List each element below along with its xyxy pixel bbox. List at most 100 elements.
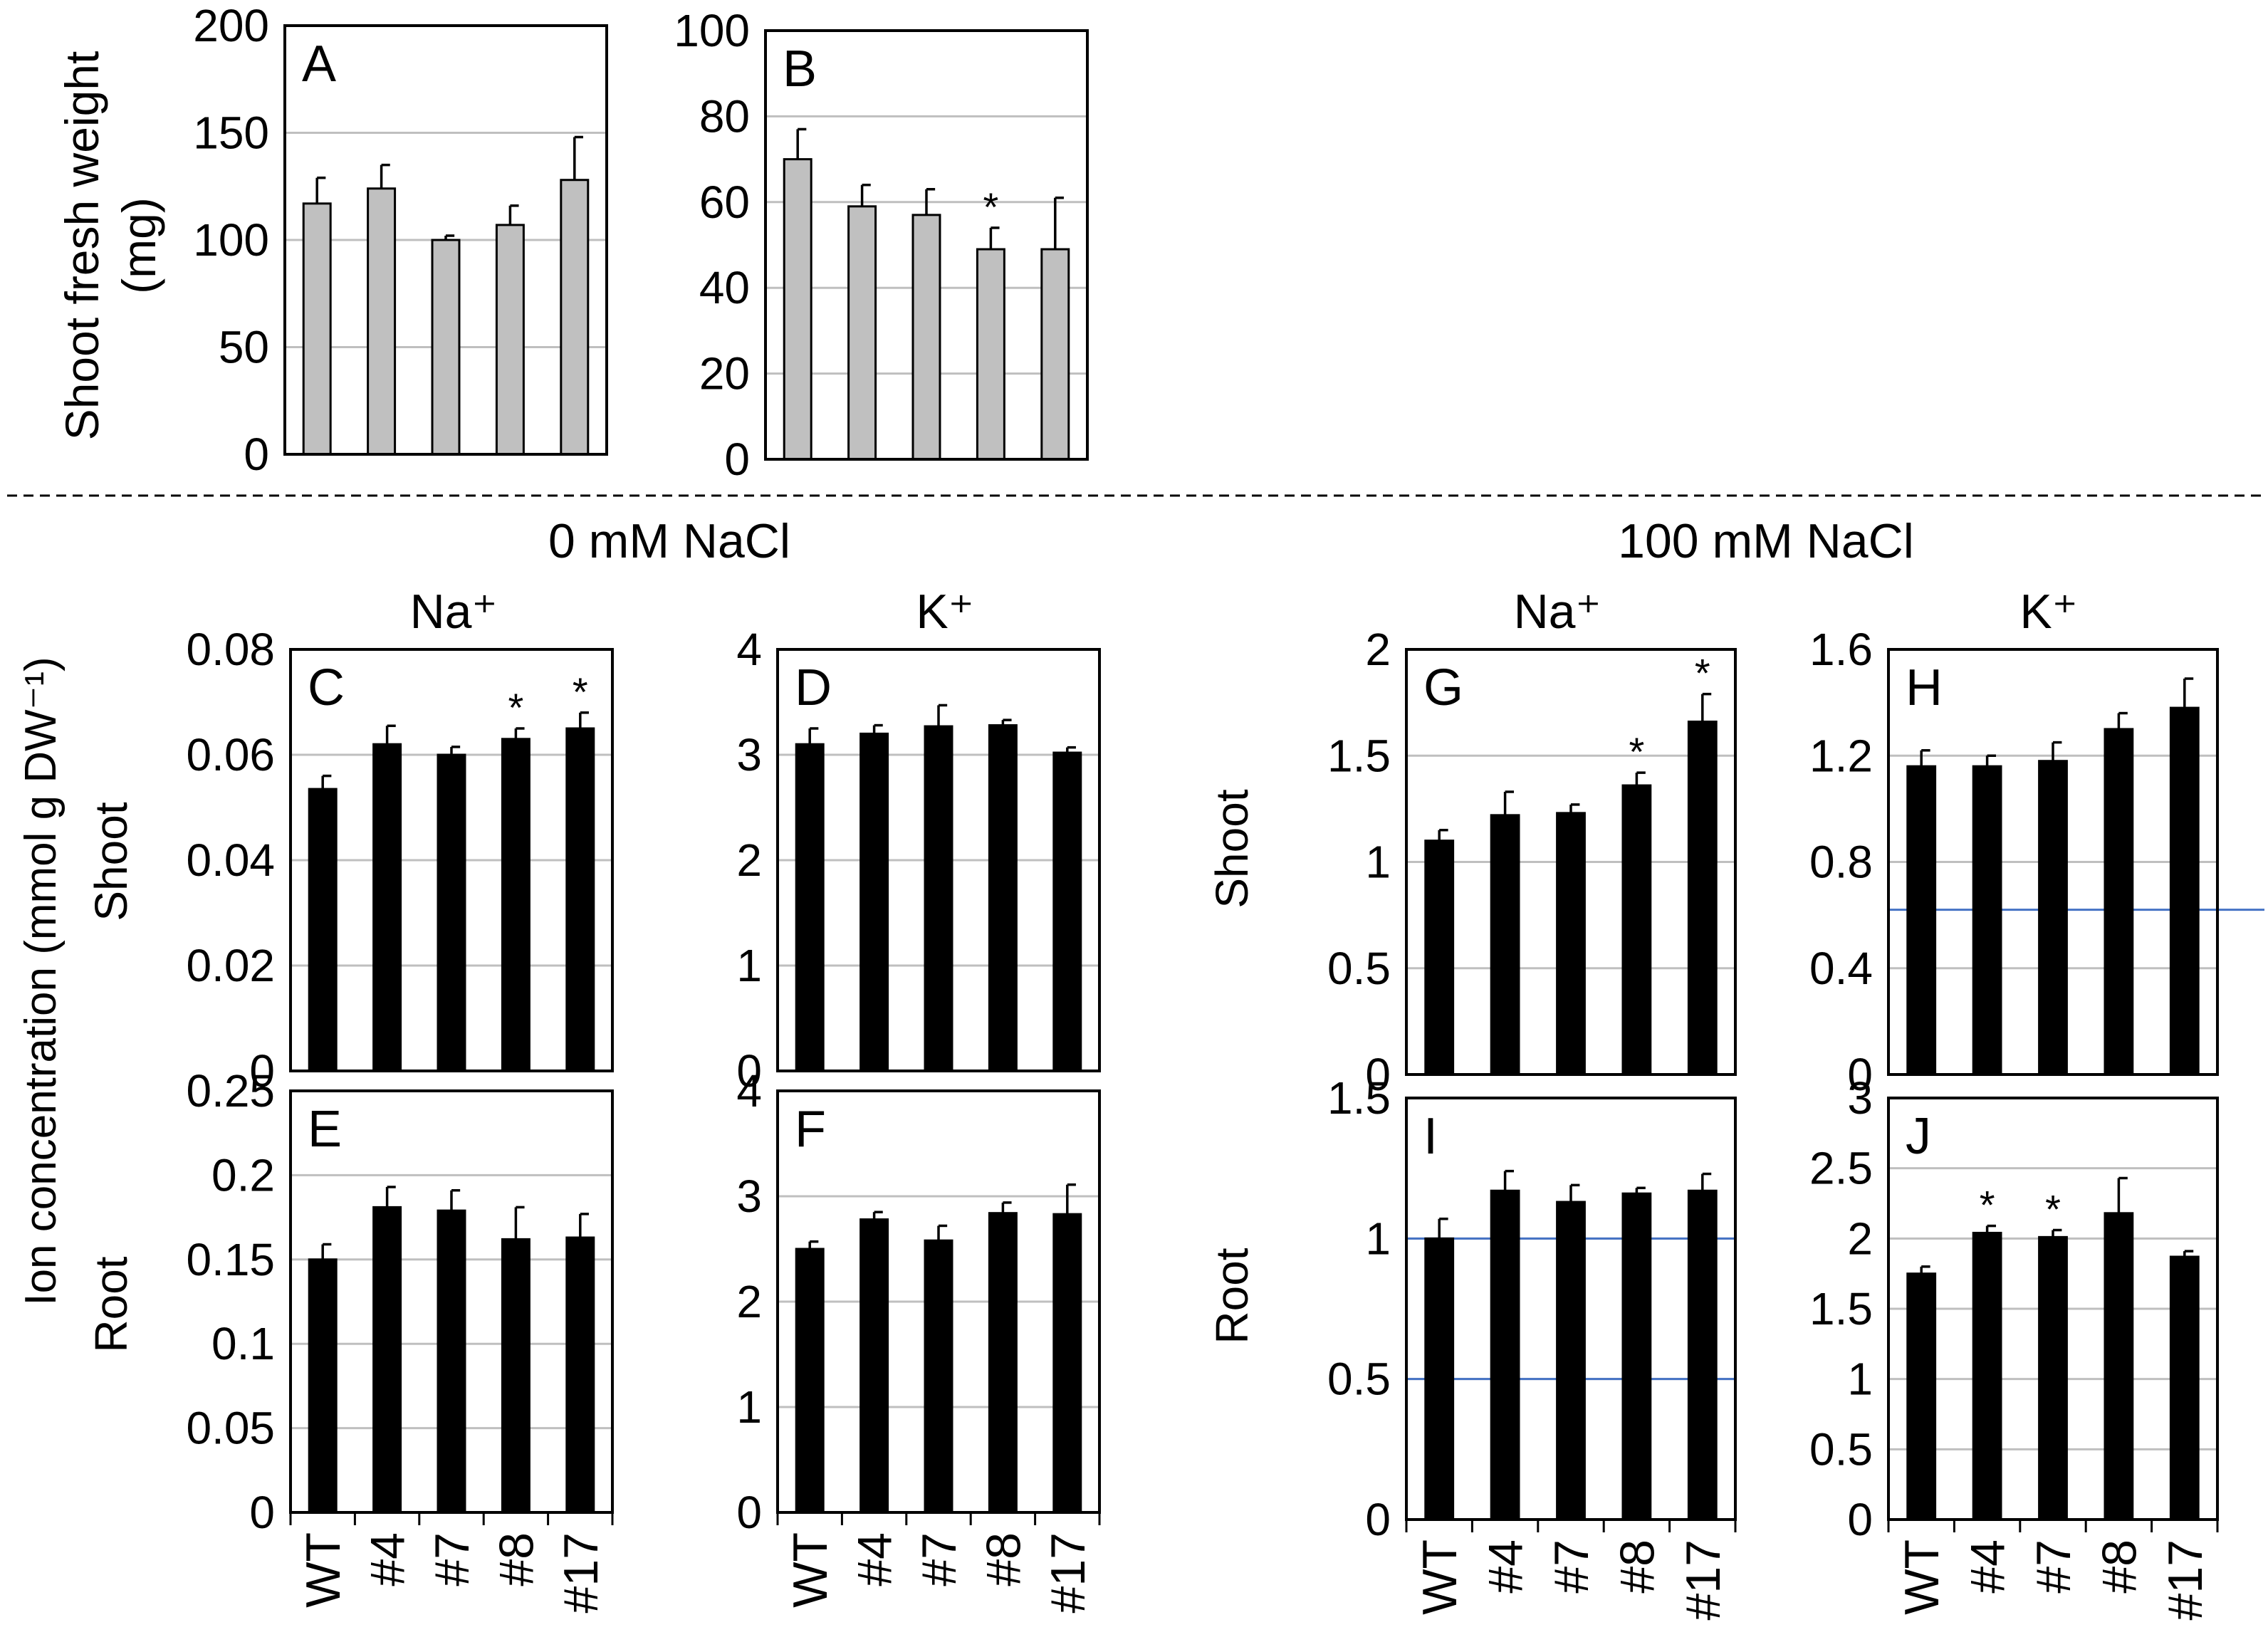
panel-label-a: A [302,36,336,93]
panel-label-b: B [783,41,817,98]
panel-label-e: E [308,1101,342,1158]
xtick-label-e: #8 [489,1532,543,1586]
bar-g [1687,720,1718,1076]
bar-a [495,224,525,456]
bar-e [437,1209,466,1514]
ytick-i: 1 [1365,1213,1391,1264]
significance-j: * [1980,1183,1995,1228]
ytick-j: 0 [1847,1494,1873,1545]
panel-label-g: G [1423,659,1463,716]
plot-frame-d [776,648,1101,1072]
bar-i [1424,1237,1455,1521]
ytick-h: 0.8 [1809,837,1873,888]
ytick-c: 0.02 [186,940,275,991]
row-label-shoot-left: Shoot [85,802,137,921]
xtick-label-j: #7 [2027,1539,2081,1594]
bar-h [2038,760,2068,1076]
ytick-i: 0.5 [1327,1354,1391,1405]
bar-j [1906,1272,1937,1521]
plot-frame-h [1887,648,2219,1076]
plot-frame-f [776,1089,1101,1514]
ion-label-k-100mM: K⁺ [2019,585,2077,639]
ytick-e: 0.25 [186,1065,275,1117]
bar-f [859,1218,889,1514]
significance-j: * [2045,1186,2061,1231]
plot-frame-a [283,24,608,456]
ytick-b: 60 [699,177,750,228]
bar-b [911,214,941,461]
ytick-g: 0 [1365,1049,1391,1100]
ytick-h: 1.2 [1809,730,1873,781]
ytick-j: 3 [1847,1072,1873,1124]
ytick-g: 1 [1365,837,1391,888]
xtick-label-e: #4 [361,1532,415,1586]
xtick-label-f: WT [783,1532,837,1608]
xtick-label-i: #8 [1610,1539,1664,1594]
ytick-e: 0.05 [186,1403,275,1454]
plot-frame-g [1405,648,1737,1076]
ytick-a: 150 [193,108,269,159]
panel-label-f: F [795,1101,826,1158]
bar-h [1972,765,2002,1076]
bar-e [565,1236,595,1514]
bar-i [1556,1201,1586,1521]
ytick-d: 1 [736,940,762,991]
xtick-label-f: #4 [848,1532,902,1586]
significance-g: * [1695,651,1710,696]
row-label-root-right: Root [1206,1248,1258,1344]
charts-layer: 050100150200A020406080100*B00.020.040.06… [186,0,2264,1620]
ion-label-k-0mM: K⁺ [916,585,973,639]
ytick-i: 1.5 [1327,1072,1391,1124]
ytick-g: 0.5 [1327,943,1391,994]
plot-frame-b [764,29,1089,461]
bar-e [501,1238,531,1514]
bar-c [372,743,402,1072]
ytick-h: 0 [1847,1049,1873,1100]
xtick-label-i: WT [1413,1539,1467,1615]
xtick-label-f: #8 [976,1532,1030,1586]
ylabel-fresh-weight-line1: Shoot fresh weight [56,51,108,441]
ytick-h: 0.4 [1809,943,1873,994]
plot-frame-i [1405,1097,1737,1521]
xtick-label-j: #8 [2092,1539,2146,1594]
ytick-c: 0.06 [186,729,275,780]
row-label-shoot-right: Shoot [1206,789,1258,908]
bar-g [1621,784,1652,1076]
bar-a [560,179,590,456]
ytick-e: 0 [249,1487,275,1538]
bar-c [437,753,466,1072]
ytick-j: 1.5 [1809,1283,1873,1334]
ytick-f: 3 [736,1171,762,1222]
significance-c: * [573,669,588,714]
ytick-b: 80 [699,90,750,142]
ytick-d: 3 [736,729,762,780]
bar-j [1972,1231,2002,1521]
ytick-b: 100 [674,5,750,56]
ytick-j: 2.5 [1809,1143,1873,1194]
panel-label-d: D [795,659,832,716]
ylabel-fresh-weight-line2: (mg) [113,197,165,294]
xtick-label-f: #7 [912,1532,966,1586]
ytick-f: 2 [736,1276,762,1327]
ion-label-na-0mM: Na⁺ [410,585,498,639]
bar-e [308,1258,338,1514]
ytick-a: 0 [244,429,269,480]
bar-g [1424,840,1455,1076]
ytick-c: 0.08 [186,624,275,675]
bar-j [2038,1235,2068,1521]
bar-i [1621,1192,1652,1521]
bar-b [976,248,1005,461]
significance-b: * [983,184,999,229]
row-label-root-left: Root [85,1256,137,1352]
ytick-j: 1 [1847,1354,1873,1405]
bar-d [988,724,1018,1072]
ytick-h: 1.6 [1809,624,1873,675]
ytick-a: 200 [193,0,269,51]
significance-c: * [508,685,524,730]
section-label-0mM: 0 mM NaCl [548,514,790,568]
ytick-e: 0.1 [211,1318,275,1369]
bar-d [924,725,953,1072]
xtick-label-i: #4 [1479,1539,1533,1594]
plot-frame-j [1887,1097,2219,1521]
ytick-d: 4 [736,624,762,675]
